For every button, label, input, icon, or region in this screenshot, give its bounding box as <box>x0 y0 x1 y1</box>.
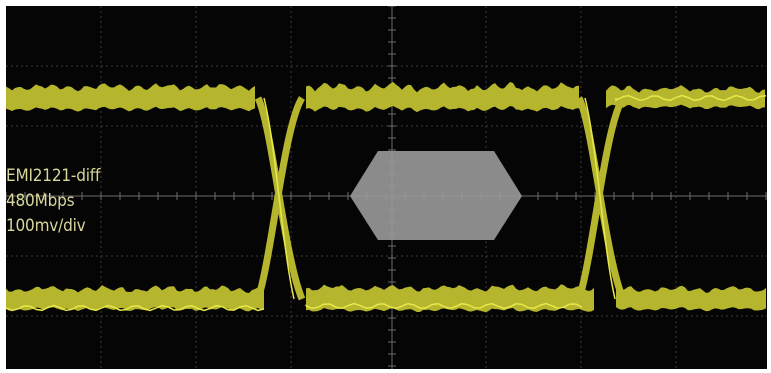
eye-diagram-display <box>6 6 767 369</box>
channel-info-labels: EMI2121-diff 480Mbps 100mv/div <box>6 164 100 239</box>
top-rail-middle <box>306 82 579 112</box>
bottom-rail-right <box>616 286 766 312</box>
signal-name-label: EMI2121-diff <box>6 164 100 189</box>
data-rate-label: 480Mbps <box>6 189 100 214</box>
eye-mask <box>350 151 522 240</box>
eye-diagram-plot <box>6 6 767 369</box>
vertical-scale-label: 100mv/div <box>6 214 100 239</box>
bottom-rail-left <box>6 285 264 311</box>
top-rail-left <box>6 83 255 111</box>
